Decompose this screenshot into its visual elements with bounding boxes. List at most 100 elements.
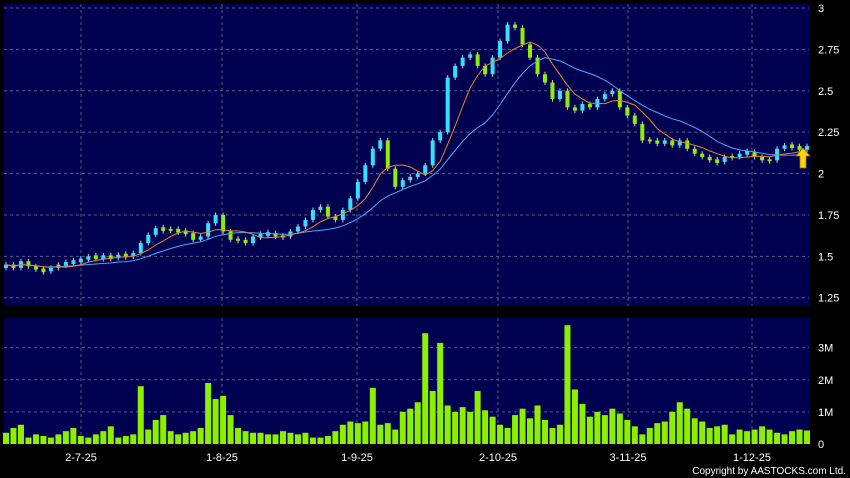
candle-body [408, 176, 413, 181]
price-tick-label: 2.75 [818, 44, 839, 56]
candle-body [146, 234, 151, 244]
candle-body [48, 267, 53, 272]
volume-bar [594, 411, 601, 444]
volume-bar [444, 405, 451, 444]
volume-bar [407, 408, 414, 444]
volume-bar [175, 434, 182, 444]
volume-bar [287, 432, 294, 444]
volume-bar [32, 434, 39, 444]
volume-bar [624, 419, 631, 444]
candle-body [63, 261, 68, 266]
date-tick-label: 1-8-25 [206, 452, 238, 464]
volume-bar [47, 437, 54, 444]
candle-body [4, 264, 8, 268]
candle-body [468, 54, 473, 58]
candle-body [655, 140, 660, 144]
date-tick-label: 2-7-25 [65, 452, 97, 464]
candle-body [333, 216, 338, 220]
candle-body [707, 157, 712, 161]
volume-bar [10, 427, 17, 444]
candle-body [228, 231, 233, 240]
candle-body [116, 254, 121, 258]
candle-body [153, 228, 158, 235]
volume-bar [25, 437, 32, 444]
candle-body [385, 140, 390, 169]
candle-body [41, 268, 46, 273]
candle-body [550, 82, 555, 100]
volume-bar [706, 427, 713, 444]
candle-body [101, 255, 106, 259]
volume-bar [504, 427, 511, 444]
volume-bar [85, 437, 92, 444]
volume-bar [452, 411, 459, 444]
candle-body [430, 140, 435, 166]
candle-body [198, 236, 203, 240]
volume-bar [721, 424, 728, 444]
candle-body [131, 253, 136, 257]
volume-bar [362, 421, 369, 444]
volume-bar [339, 424, 346, 444]
volume-bar [242, 431, 249, 444]
volume-bar [197, 427, 204, 444]
volume-bar [429, 391, 436, 444]
volume-bar [40, 435, 47, 444]
volume-bar [115, 437, 122, 444]
price-panel-background [4, 4, 809, 306]
candle-body [303, 219, 308, 227]
volume-bar [459, 407, 466, 444]
candle-body [752, 152, 757, 157]
volume-bar [62, 431, 69, 444]
volume-bar [646, 427, 653, 444]
candle-body [520, 27, 525, 45]
candle-body [505, 24, 510, 42]
volume-bar [3, 432, 9, 444]
candle-body [236, 238, 241, 241]
volume-bar [399, 411, 406, 444]
volume-bar [534, 405, 541, 444]
volume-bar [235, 427, 242, 444]
candle-body [790, 144, 795, 149]
volume-bar [729, 434, 736, 444]
volume-bar [609, 408, 616, 444]
date-tick-label: 3-11-25 [609, 452, 646, 464]
volume-bar [309, 437, 316, 444]
up-arrow-shape [795, 147, 811, 169]
candle-body [647, 139, 652, 142]
moving-average-long-line [5, 56, 808, 268]
volume-bar [736, 429, 743, 444]
volume-bar [579, 403, 586, 444]
candle-body [625, 107, 630, 116]
volume-bar [699, 421, 706, 444]
volume-bar [17, 424, 24, 444]
volume-bar [145, 429, 152, 444]
volume-bar [474, 391, 481, 444]
candle-body [123, 253, 128, 258]
volume-bar [804, 430, 810, 444]
volume-tick-label: 2M [818, 375, 833, 387]
date-tick-label: 2-10-25 [479, 452, 517, 464]
candle-body [393, 168, 398, 187]
candle-body [580, 104, 585, 111]
candle-body [483, 65, 488, 75]
candle-body [677, 140, 682, 146]
candle-body [206, 223, 211, 237]
candle-body [348, 198, 353, 210]
volume-bar [669, 411, 676, 444]
volume-bar [631, 426, 638, 444]
volume-bar [182, 432, 189, 444]
volume-axis-ticks: 3M 2M 1M 0 [818, 343, 833, 451]
volume-bar [586, 416, 593, 444]
price-axis-ticks: 3 2.75 2.5 2.25 2 1.75 1.5 1.25 [818, 3, 839, 305]
volume-bar [369, 387, 376, 444]
volume-bar [257, 432, 264, 444]
candle-body [670, 140, 675, 146]
volume-bar [527, 418, 534, 444]
candle-body [363, 165, 368, 182]
candle-body [640, 123, 645, 141]
candle-body [692, 148, 697, 154]
volume-bar [781, 434, 788, 444]
candle-body [490, 57, 495, 75]
date-tick-label: 1-9-25 [341, 452, 373, 464]
candle-body [251, 236, 256, 244]
